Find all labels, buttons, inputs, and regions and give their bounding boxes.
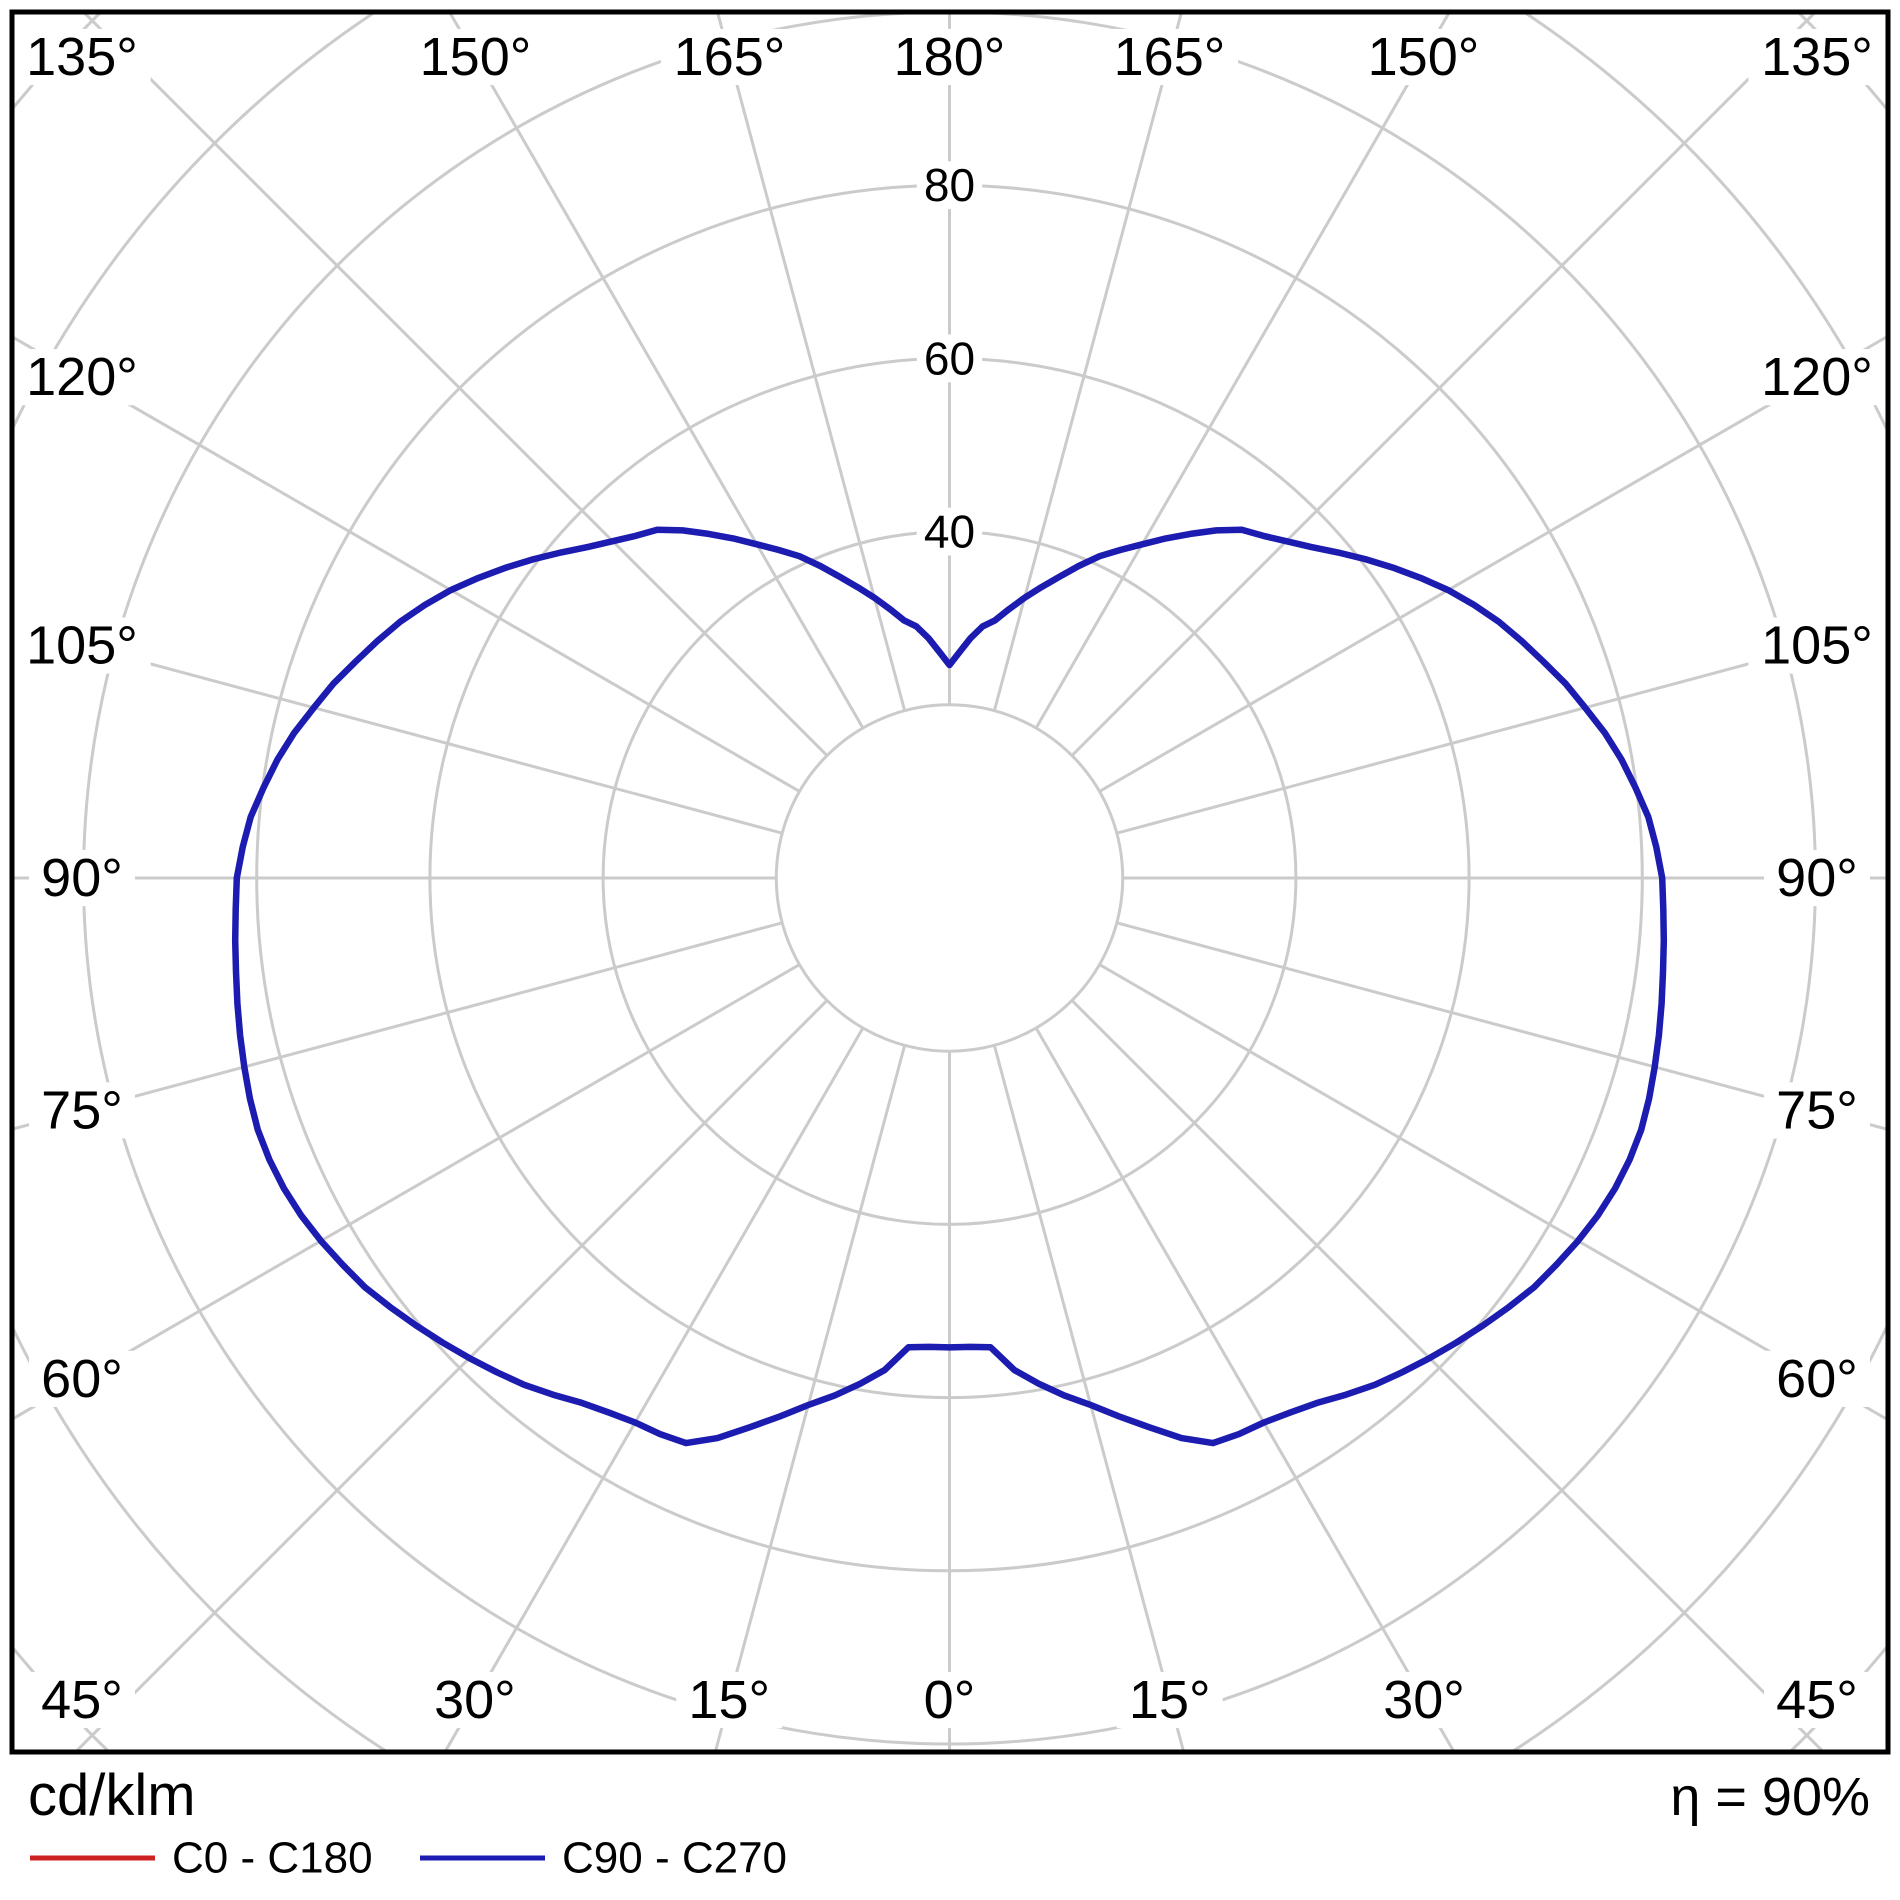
angle-label-top-left-150-bg [406, 28, 545, 86]
intensity-curve-c90-c270 [231, 526, 1668, 1447]
angle-label-right-105: 105° [1761, 616, 1873, 676]
chart-border [9, 9, 1891, 1755]
angle-label-bottom-right-30: 30° [1383, 1670, 1465, 1730]
angle-label-left-120: 120° [26, 347, 138, 407]
angle-label-bottom-left-0-bg [912, 1671, 987, 1729]
angle-label-bottom-left-30-bg [421, 1671, 528, 1729]
angle-label-bottom-left-30: 30° [434, 1670, 516, 1730]
angle-label-top-right-165: 165° [1114, 27, 1226, 87]
legend: C0 - C180 C90 - C270 [30, 1834, 787, 1883]
grid-spoke-30 [1034, 1027, 1455, 1750]
grid-spoke-195 [716, 14, 907, 712]
radial-tick-label-40: 40 [924, 506, 975, 558]
angle-label-top-right-150: 150° [1368, 27, 1480, 87]
angle-label-left-45: 45° [41, 1670, 123, 1730]
angle-label-left-60: 60° [41, 1349, 123, 1409]
angle-label-left-90: 90° [41, 848, 123, 908]
grid-spoke-60 [1098, 963, 1886, 1421]
angle-label-right-90-bg [1764, 849, 1870, 907]
efficiency-label: η = 90% [1670, 1767, 1870, 1827]
radial-tick-label-80: 80 [924, 159, 975, 211]
grid-spoke-345 [714, 1044, 907, 1750]
angle-label-bottom-right-15-bg [1116, 1671, 1223, 1729]
radial-tick-label-60: 60 [924, 332, 975, 384]
grid-spoke-75 [1116, 921, 1886, 1131]
legend-item-c90-c270: C90 - C270 [420, 1834, 787, 1883]
legend-label-c0-c180: C0 - C180 [172, 1834, 373, 1883]
angle-label-left-75-bg [29, 1082, 135, 1139]
radial-tick-label-80-bg [916, 161, 983, 210]
grid-spoke-105 [1116, 625, 1886, 835]
grid-spoke-255 [14, 625, 783, 835]
grid-spoke-285 [14, 921, 783, 1131]
angle-label-left-75: 75° [41, 1080, 123, 1140]
angle-label-top-left-180: 180° [894, 27, 1006, 87]
angle-label-right-105-bg [1748, 617, 1886, 674]
unit-label: cd/klm [28, 1763, 196, 1828]
angle-label-left-105-bg [14, 617, 151, 674]
angle-label-top-left-180-bg [880, 28, 1019, 86]
angle-label-bottom-right-30-bg [1371, 1671, 1478, 1729]
angle-label-left-45-bg [29, 1671, 135, 1729]
angle-label-right-90: 90° [1776, 848, 1858, 908]
angle-label-right-75-bg [1764, 1082, 1870, 1139]
angle-label-right-45-bg [1764, 1671, 1870, 1729]
angle-label-top-right-150-bg [1354, 28, 1493, 86]
angle-label-left-90-bg [29, 849, 135, 907]
grid-spoke-210 [448, 14, 865, 729]
angle-label-bottom-right-15: 15° [1129, 1670, 1211, 1730]
legend-label-c90-c270: C90 - C270 [562, 1834, 787, 1883]
grid-spoke-150 [1034, 14, 1451, 729]
angle-label-top-left-165-bg [660, 28, 799, 86]
angle-label-top-right-165-bg [1100, 28, 1239, 86]
angle-label-right-60: 60° [1776, 1349, 1858, 1409]
angle-label-right-120: 120° [1761, 347, 1873, 407]
grid-spoke-330 [444, 1027, 865, 1750]
angle-label-bottom-left-15-bg [676, 1671, 783, 1729]
grid-spoke-165 [992, 14, 1183, 712]
radial-tick-label-40-bg [916, 507, 983, 556]
angle-label-right-135: 135° [1761, 27, 1873, 87]
angle-label-left-105: 105° [26, 616, 138, 676]
axis-labels: 135° 120° 105° 90° 75° 60° 45° 135° 120° 105° 90° 7… [14, 27, 1886, 1730]
angle-label-left-135-bg [14, 28, 151, 86]
angle-label-right-45: 45° [1776, 1670, 1858, 1730]
grid-spoke-240 [14, 336, 801, 793]
grid-spoke-120 [1098, 335, 1886, 793]
angle-label-right-120-bg [1748, 349, 1886, 406]
radial-tick-label-60-bg [916, 334, 983, 383]
grid-ring-20 [774, 703, 1125, 1053]
footer: cd/klm η = 90% C0 - C180 C90 - C270 [28, 1763, 1870, 1883]
angle-label-bottom-left-15: 15° [688, 1670, 770, 1730]
angle-label-left-135: 135° [26, 27, 138, 87]
grid-spoke-15 [992, 1044, 1185, 1750]
angle-label-right-135-bg [1748, 28, 1886, 86]
angle-label-left-60-bg [29, 1350, 135, 1407]
angle-label-left-120-bg [14, 349, 151, 406]
angle-label-right-75: 75° [1776, 1080, 1858, 1140]
angle-label-bottom-left-0: 0° [924, 1670, 976, 1730]
angle-label-top-left-165: 165° [674, 27, 786, 87]
grid-spoke-300 [14, 963, 801, 1420]
legend-item-c0-c180: C0 - C180 [30, 1834, 373, 1883]
angle-label-right-60-bg [1764, 1350, 1870, 1407]
angle-label-top-left-150: 150° [420, 27, 532, 87]
